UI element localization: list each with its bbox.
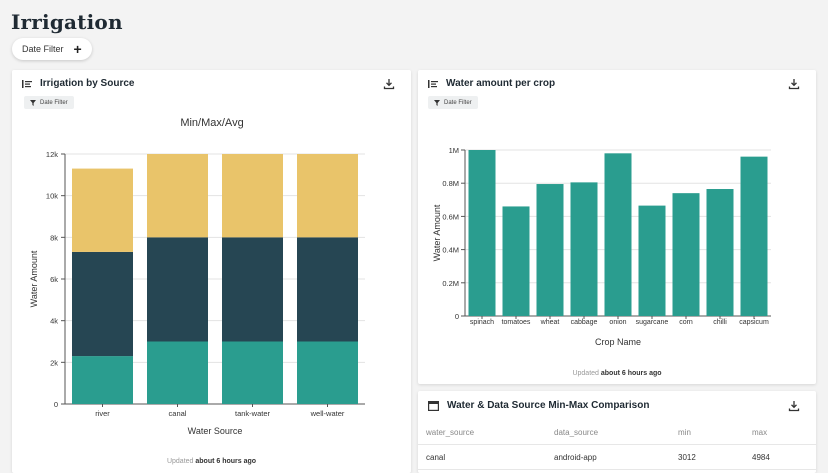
bar (468, 150, 496, 316)
panel-header: Water & Data Source Min-Max Comparison (428, 400, 649, 411)
bar (570, 182, 598, 316)
bar-segment (297, 237, 358, 342)
bar-segment (72, 356, 133, 404)
bar (604, 153, 632, 316)
bar (706, 189, 734, 316)
bar (672, 193, 700, 316)
x-tick-label: tank-water (235, 409, 271, 418)
y-tick-label: 8k (50, 233, 58, 242)
date-filter-label: Date Filter (444, 99, 472, 106)
date-filter-button[interactable]: Date Filter (428, 96, 478, 109)
download-icon[interactable] (383, 78, 395, 90)
min-max-table-panel: Water & Data Source Min-Max Comparison (418, 391, 816, 473)
x-axis-label: Water Source (188, 426, 243, 436)
y-axis-label: Water Amount (432, 204, 442, 261)
y-tick-label: 0 (54, 400, 58, 409)
panel-title: Water amount per crop (446, 78, 556, 89)
table-header-row: water_source data_source min max (418, 420, 816, 445)
date-filter-button[interactable]: Date Filter (24, 96, 74, 109)
x-tick-label: chilli (713, 319, 727, 326)
download-icon[interactable] (788, 400, 800, 412)
page-title: Irrigation (11, 10, 123, 34)
column-header: data_source (554, 427, 599, 437)
table-icon (428, 400, 439, 411)
bar-segment (72, 251, 133, 357)
bar-segment (297, 154, 358, 238)
table-row[interactable]: canal android-app 3012 4984 (418, 445, 816, 470)
table-cell: canal (426, 452, 446, 462)
x-tick-label: capsicum (739, 319, 769, 326)
table-cell: android-app (554, 452, 597, 462)
bar (536, 184, 564, 316)
chart-list-icon (428, 79, 438, 88)
y-tick-label: 10k (46, 192, 58, 201)
y-tick-label: 0 (455, 312, 459, 321)
bar-segment (72, 168, 133, 252)
irrigation-by-source-chart: Min/Max/Avg 0 2k 4k 6k 8k 10k 12k river canal tank… (29, 117, 365, 436)
x-tick-label: sugarcane (636, 319, 669, 326)
chart-title: Min/Max/Avg (180, 117, 243, 129)
bar-segment (147, 237, 208, 342)
water-per-crop-chart: 0 0.2M 0.4M 0.6M 0.8M 1M spinach tomatoes wheat c… (432, 146, 771, 347)
bar-segment (222, 237, 283, 342)
plus-icon[interactable]: + (73, 41, 82, 57)
x-tick-label: well-water (310, 409, 345, 418)
y-tick-label: 0.2M (442, 279, 459, 288)
updated-text: Updated about 6 hours ago (166, 458, 257, 465)
bar-segment (147, 154, 208, 238)
download-icon[interactable] (788, 78, 800, 90)
x-axis-label: Crop Name (595, 337, 641, 347)
table-cell: 4984 (752, 452, 770, 462)
date-filter-label: Date Filter (40, 99, 68, 106)
table-cell: 3012 (678, 452, 696, 462)
bar-segment (147, 341, 208, 404)
x-tick-label: canal (169, 409, 187, 418)
bar (502, 206, 530, 316)
panel-header: Water amount per crop (428, 78, 555, 89)
filter-icon (30, 99, 36, 106)
y-tick-label: 4k (50, 317, 58, 326)
date-filter-chip[interactable]: Date Filter + (12, 38, 92, 60)
panel-title: Water & Data Source Min-Max Comparison (447, 400, 650, 411)
y-tick-label: 1M (449, 146, 459, 155)
x-tick-label: corn (679, 319, 693, 326)
date-filter-label: Date Filter (22, 44, 64, 54)
x-tick-label: cabbage (571, 319, 598, 326)
y-tick-label: 2k (50, 358, 58, 367)
x-tick-label: tomatoes (502, 319, 531, 326)
y-tick-label: 12k (46, 150, 58, 159)
min-max-table: water_source data_source min max canal a… (418, 420, 816, 470)
x-tick-label: spinach (470, 319, 494, 326)
bar (740, 156, 768, 316)
y-axis-label: Water Amount (29, 250, 39, 307)
column-header: max (752, 427, 768, 437)
bar-segment (222, 341, 283, 404)
y-tick-label: 6k (50, 275, 58, 284)
x-tick-label: wheat (540, 319, 560, 326)
filter-icon (434, 99, 440, 106)
bar-segment (297, 341, 358, 404)
chart-list-icon (22, 79, 32, 88)
y-tick-label: 0.8M (442, 179, 459, 188)
x-tick-label: onion (609, 319, 626, 326)
column-header: water_source (426, 427, 475, 437)
bar-segment (222, 154, 283, 238)
column-header: min (678, 427, 691, 437)
bar (638, 205, 666, 316)
x-tick-label: river (95, 409, 110, 418)
panel-title: Irrigation by Source (40, 78, 135, 89)
y-tick-label: 0.4M (442, 246, 459, 255)
panel-header: Irrigation by Source (22, 78, 134, 89)
updated-text: Updated about 6 hours ago (572, 370, 662, 377)
y-tick-label: 0.6M (442, 212, 459, 221)
